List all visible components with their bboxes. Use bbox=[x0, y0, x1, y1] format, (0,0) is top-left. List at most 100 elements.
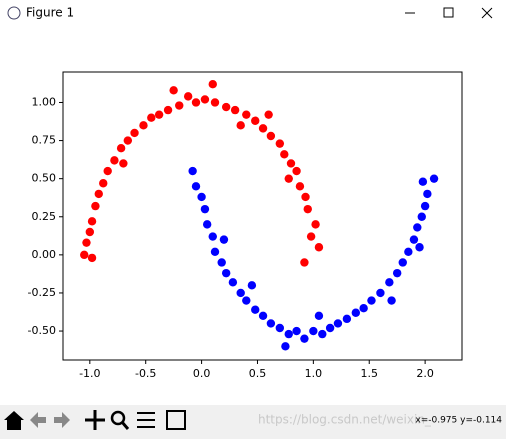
point bbox=[183, 92, 193, 101]
point bbox=[284, 174, 293, 183]
point bbox=[219, 235, 229, 244]
point bbox=[110, 156, 119, 165]
point bbox=[139, 121, 148, 130]
point bbox=[420, 201, 430, 211]
point bbox=[376, 288, 385, 298]
y-tick-label: 0.75 bbox=[32, 134, 57, 147]
point bbox=[208, 232, 217, 241]
point bbox=[413, 223, 422, 232]
y-tick-label: 0.50 bbox=[32, 172, 57, 185]
point bbox=[119, 159, 128, 168]
app-icon bbox=[7, 6, 21, 20]
point bbox=[91, 201, 100, 211]
point bbox=[197, 192, 206, 202]
point bbox=[85, 227, 95, 237]
point bbox=[99, 179, 108, 188]
point bbox=[423, 189, 432, 199]
point bbox=[286, 159, 296, 168]
point bbox=[333, 319, 343, 328]
point bbox=[318, 329, 327, 339]
point bbox=[280, 150, 289, 159]
toolbar: https://blog.csdn.net/weixin_ x=-0.975 y… bbox=[0, 405, 506, 439]
point bbox=[301, 192, 310, 202]
point bbox=[429, 174, 439, 183]
subplots-button[interactable] bbox=[137, 412, 155, 428]
point bbox=[210, 98, 220, 107]
y-tick-label: 1.00 bbox=[32, 95, 57, 108]
point bbox=[300, 334, 309, 343]
title-bar bbox=[0, 0, 506, 30]
point bbox=[210, 247, 220, 257]
point bbox=[275, 139, 285, 148]
x-tick-label: 1.0 bbox=[305, 367, 323, 380]
point bbox=[314, 243, 324, 252]
point bbox=[351, 308, 361, 317]
point bbox=[94, 189, 103, 199]
point bbox=[200, 204, 210, 214]
pan-button[interactable] bbox=[85, 410, 105, 430]
point bbox=[266, 131, 276, 141]
point bbox=[367, 296, 376, 305]
point bbox=[303, 204, 312, 214]
point bbox=[123, 136, 133, 145]
point bbox=[387, 296, 396, 305]
point bbox=[415, 243, 424, 252]
point bbox=[236, 121, 245, 130]
point bbox=[163, 105, 173, 115]
point bbox=[82, 238, 91, 247]
point bbox=[103, 166, 112, 176]
axes-frame bbox=[62, 71, 463, 361]
point bbox=[200, 95, 210, 104]
x-tick-label: -1.0 bbox=[79, 367, 100, 380]
point bbox=[221, 102, 231, 112]
point bbox=[418, 177, 428, 186]
point bbox=[80, 250, 89, 260]
point bbox=[87, 217, 97, 226]
back-button[interactable] bbox=[30, 412, 46, 428]
maximize-button[interactable] bbox=[443, 7, 454, 18]
point bbox=[342, 314, 352, 324]
x-tick-label: 0.0 bbox=[193, 367, 211, 380]
point bbox=[409, 235, 419, 244]
point bbox=[188, 166, 197, 176]
y-tick-label: 0.25 bbox=[32, 210, 57, 223]
point bbox=[359, 303, 368, 313]
y-tick-label: -0.25 bbox=[28, 286, 56, 299]
point bbox=[169, 86, 178, 95]
point bbox=[385, 278, 394, 287]
point bbox=[217, 258, 226, 267]
x-tick-label: 0.5 bbox=[249, 367, 267, 380]
point bbox=[404, 247, 413, 257]
zoom-button[interactable] bbox=[110, 410, 126, 426]
point bbox=[242, 110, 251, 119]
point bbox=[202, 220, 212, 229]
point bbox=[251, 305, 260, 314]
point bbox=[292, 166, 301, 176]
home-button[interactable] bbox=[4, 411, 24, 430]
point bbox=[314, 311, 324, 321]
point bbox=[116, 143, 126, 153]
point bbox=[228, 278, 238, 287]
point bbox=[306, 232, 316, 241]
point bbox=[230, 105, 240, 115]
point bbox=[251, 116, 260, 125]
point bbox=[266, 319, 276, 328]
point bbox=[275, 323, 285, 333]
point bbox=[300, 258, 309, 267]
point bbox=[398, 258, 407, 267]
point bbox=[191, 182, 201, 191]
save-button[interactable] bbox=[166, 410, 186, 430]
point bbox=[258, 311, 268, 321]
x-tick-label: -0.5 bbox=[135, 367, 156, 380]
point bbox=[154, 110, 164, 119]
point bbox=[221, 268, 231, 278]
point bbox=[295, 182, 305, 191]
toolbar-bg bbox=[0, 405, 506, 439]
forward-button[interactable] bbox=[54, 412, 70, 428]
close-button[interactable] bbox=[481, 7, 493, 19]
x-tick-label: 2.0 bbox=[416, 367, 434, 380]
window-title: Figure 1 bbox=[26, 6, 74, 20]
y-tick-label: -0.50 bbox=[28, 324, 56, 337]
